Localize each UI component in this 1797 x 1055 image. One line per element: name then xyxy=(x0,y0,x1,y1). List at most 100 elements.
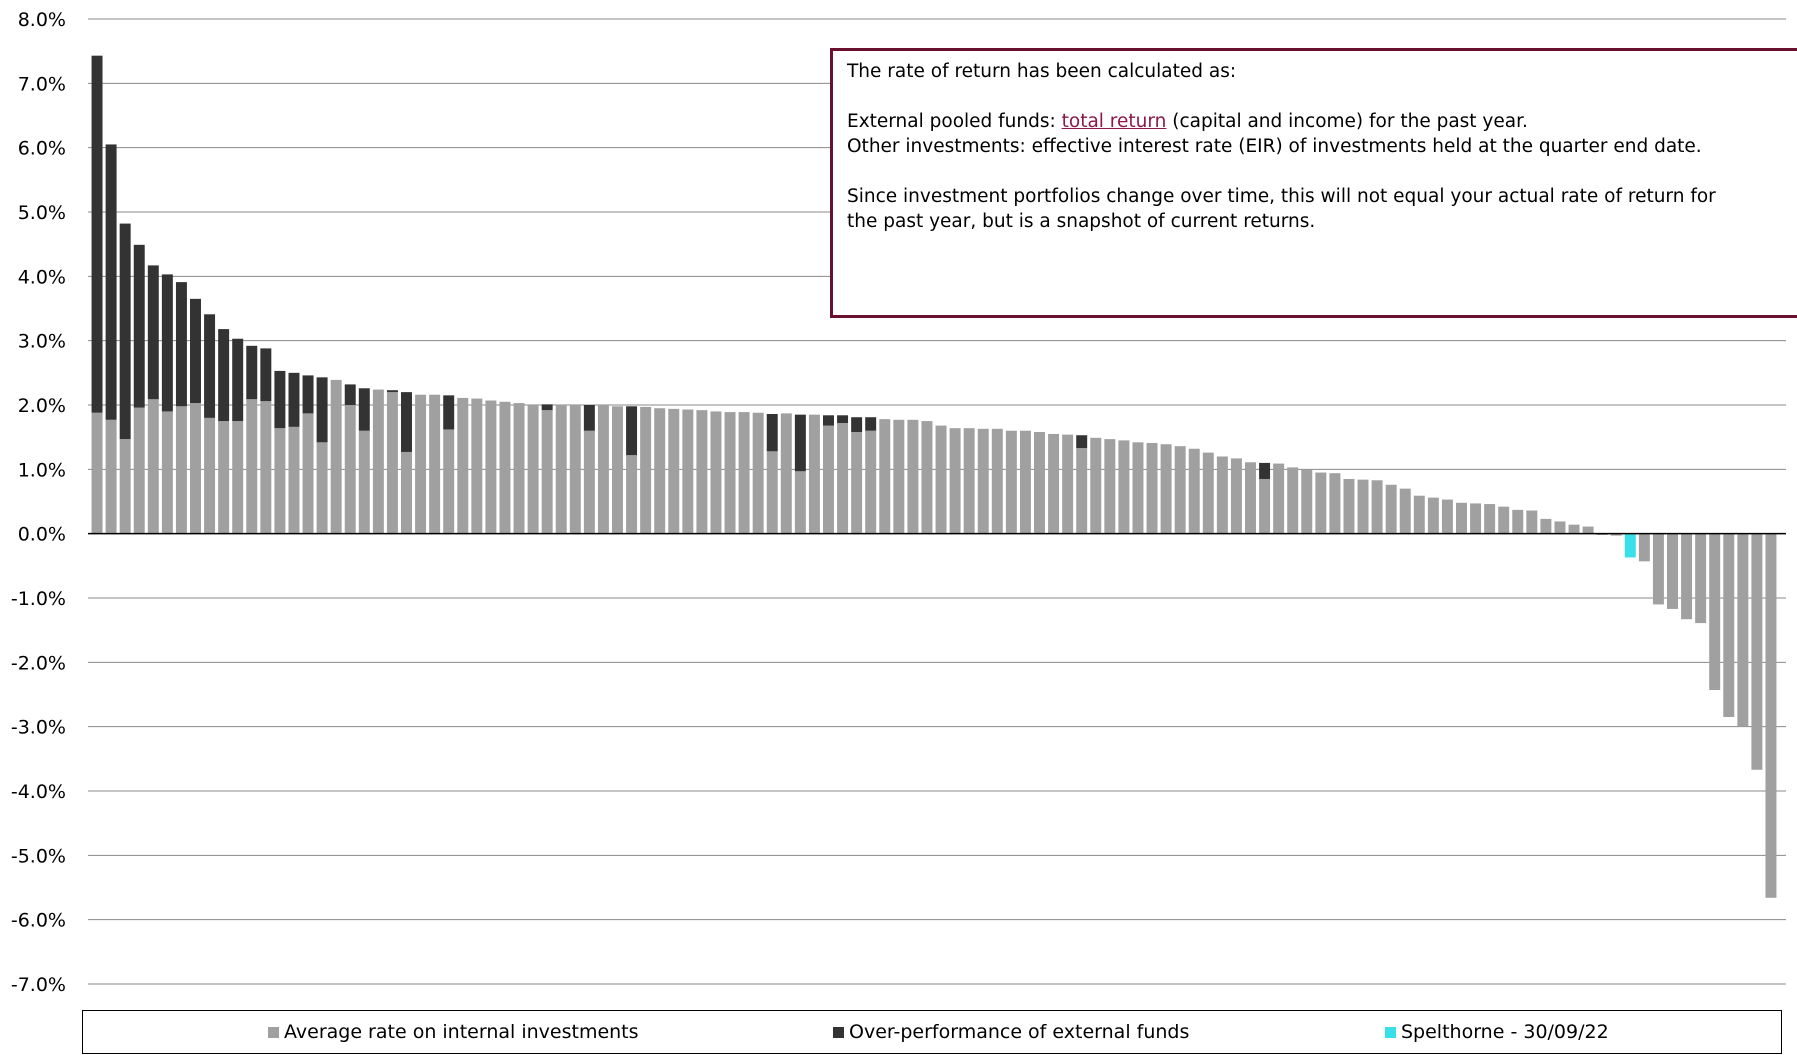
total-return-link[interactable]: total return xyxy=(1061,111,1167,132)
bar-internal xyxy=(1512,509,1524,534)
bar-internal xyxy=(1695,533,1707,624)
bar-internal xyxy=(1526,510,1538,534)
y-tick-label: 6.0% xyxy=(18,138,66,160)
bar-external xyxy=(232,338,244,422)
note-line-2-suffix: (capital and income) for the past year. xyxy=(1166,111,1528,132)
bar-external xyxy=(344,384,356,405)
bar-external xyxy=(358,388,370,431)
bar-internal xyxy=(1188,448,1200,534)
bar-internal xyxy=(1765,533,1777,898)
bar-external xyxy=(302,375,314,414)
bar-internal xyxy=(780,413,792,534)
bar-internal xyxy=(612,406,623,534)
bar-external xyxy=(133,244,145,408)
bar-internal xyxy=(386,392,398,534)
bar-internal xyxy=(949,428,961,534)
bar-internal xyxy=(808,414,820,534)
bar-internal xyxy=(457,397,469,534)
bar-external xyxy=(1076,435,1088,449)
bar-internal xyxy=(1385,484,1397,534)
bar-internal xyxy=(837,423,849,534)
bar-external xyxy=(794,414,806,472)
bar-internal xyxy=(1245,462,1256,534)
bar-internal xyxy=(1498,506,1510,534)
legend-swatch-external xyxy=(833,1026,844,1038)
bar-internal xyxy=(443,429,455,534)
y-axis: 8.0% 7.0% 6.0% 5.0% 4.0% 3.0% 2.0% 1.0% 0.0% -1.0… xyxy=(11,9,66,996)
bar-internal xyxy=(1019,430,1031,534)
bar-internal xyxy=(1456,502,1467,534)
y-tick-label: -4.0% xyxy=(11,781,66,803)
bar-internal xyxy=(963,428,975,534)
bar-external xyxy=(274,370,286,429)
bar-internal xyxy=(1034,432,1045,534)
bar-internal xyxy=(738,412,750,534)
y-tick-label: 7.0% xyxy=(18,73,66,95)
bar-internal xyxy=(513,403,525,534)
bar-internal xyxy=(1568,524,1580,534)
bar-external xyxy=(541,404,553,411)
bar-external xyxy=(105,144,117,420)
bar-internal xyxy=(1118,440,1130,534)
bar-internal xyxy=(626,455,638,534)
bar-internal xyxy=(190,403,201,534)
bar-internal xyxy=(794,471,806,534)
legend-swatch-spelthorne xyxy=(1385,1026,1396,1038)
bar-internal xyxy=(640,406,652,534)
bar-internal xyxy=(865,430,877,534)
bar-external xyxy=(401,392,412,452)
bar-internal xyxy=(1681,533,1693,620)
y-tick-label: 1.0% xyxy=(18,459,66,481)
bars xyxy=(91,55,1777,898)
bar-internal xyxy=(105,419,117,534)
legend-label-external: Over-performance of external funds xyxy=(849,1021,1190,1043)
bar-internal xyxy=(161,411,173,534)
bar-internal xyxy=(1287,467,1299,534)
bar-external xyxy=(766,414,778,452)
bar-internal xyxy=(935,425,947,534)
bar-external xyxy=(260,348,272,402)
bar-external xyxy=(1259,462,1271,479)
bar-internal xyxy=(302,413,314,534)
bar-internal xyxy=(527,404,539,534)
bar-external xyxy=(823,415,834,426)
legend-item-spelthorne: Spelthorne - 30/09/22 xyxy=(1385,1021,1609,1043)
bar-internal xyxy=(274,428,286,534)
bar-external xyxy=(288,372,300,427)
methodology-note: The rate of return has been calculated a… xyxy=(830,48,1797,318)
bar-internal xyxy=(1751,533,1763,770)
bar-internal xyxy=(1062,434,1074,534)
bar-internal xyxy=(1315,472,1327,534)
y-tick-label: 3.0% xyxy=(18,331,66,353)
bar-internal xyxy=(541,410,553,534)
bar-internal xyxy=(1582,526,1594,534)
bar-internal xyxy=(1638,533,1650,562)
bar-external xyxy=(316,377,328,443)
bar-internal xyxy=(1484,504,1496,534)
bar-internal xyxy=(1104,439,1116,534)
bar-internal xyxy=(316,442,328,534)
bar-internal xyxy=(372,389,384,534)
bar-internal xyxy=(977,428,989,534)
bar-internal xyxy=(1048,433,1060,534)
y-tick-label: -3.0% xyxy=(11,717,66,739)
note-line-5: the past year, but is a snapshot of curr… xyxy=(847,211,1316,232)
note-line-2-prefix: External pooled funds: xyxy=(847,111,1062,132)
bar-internal xyxy=(851,432,863,534)
bar-internal xyxy=(471,398,483,534)
legend-item-external: Over-performance of external funds xyxy=(833,1021,1189,1043)
bar-internal xyxy=(133,407,145,534)
bar-internal xyxy=(175,406,187,534)
bar-internal xyxy=(147,399,159,534)
bar-internal xyxy=(344,405,356,534)
bar-internal xyxy=(485,400,497,534)
bar-external xyxy=(147,265,159,400)
bar-internal xyxy=(1737,533,1749,727)
bar-internal xyxy=(1132,442,1144,534)
bar-internal xyxy=(246,399,258,534)
bar-internal xyxy=(358,430,370,534)
bar-internal xyxy=(724,412,736,534)
y-tick-label: 4.0% xyxy=(18,266,66,288)
legend-swatch-internal xyxy=(268,1026,279,1038)
bar-internal xyxy=(907,419,919,534)
